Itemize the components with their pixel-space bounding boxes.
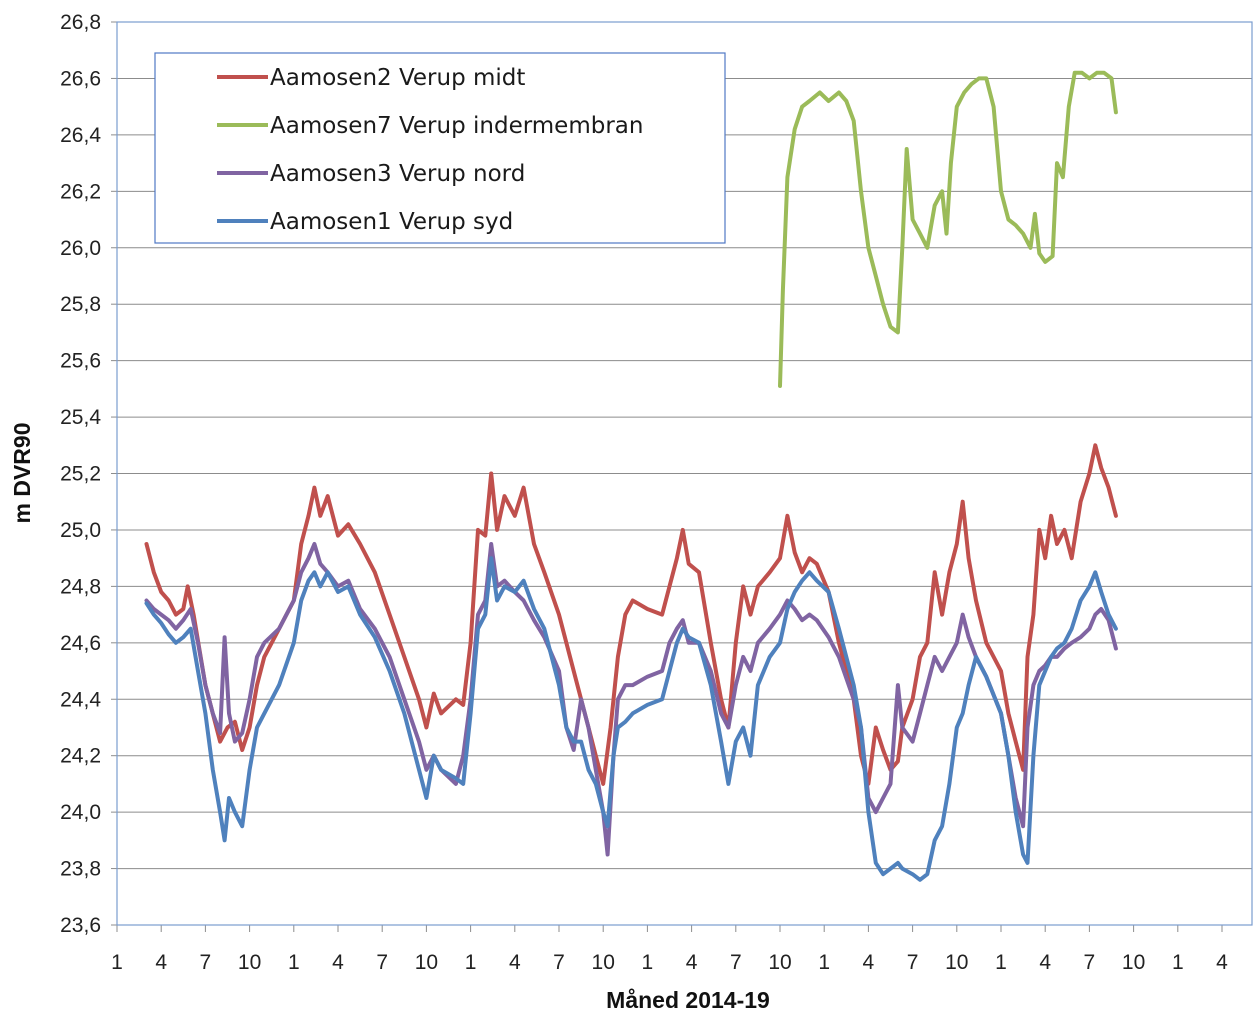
series-line-4 [144, 556, 1118, 882]
legend-box [154, 52, 726, 244]
y-tick-label: 25,2 [60, 463, 101, 486]
y-tick-label: 24,0 [60, 801, 101, 824]
y-tick-label: 25,6 [60, 350, 101, 373]
series-line-1 [144, 443, 1118, 786]
x-tick-label: 4 [1039, 951, 1051, 974]
y-tick-label: 23,6 [60, 914, 101, 937]
y-tick-label: 24,6 [60, 632, 101, 655]
x-tick-label: 1 [288, 951, 300, 974]
y-axis-title: m DVR90 [9, 423, 35, 524]
x-tick-label: 7 [730, 951, 742, 974]
y-tick-label: 26,8 [60, 11, 101, 34]
x-axis-ticks: 1 4 7 10 1 4 7 10 1 4 7 10 1 4 7 10 1 4 7 10 1 4 7 10 1 4 [111, 925, 1228, 974]
x-tick-label: 7 [1084, 951, 1096, 974]
x-tick-label: 1 [642, 951, 654, 974]
y-tick-label: 26,2 [60, 180, 101, 203]
series-line-3 [144, 542, 1118, 857]
legend-label: Aamosen1 Verup syd [270, 209, 513, 235]
x-tick-label: 4 [155, 951, 167, 974]
x-tick-label: 10 [238, 951, 261, 974]
x-tick-label: 7 [200, 951, 212, 974]
y-tick-label: 24,8 [60, 575, 101, 598]
y-tick-label: 23,8 [60, 858, 101, 881]
y-tick-label: 24,4 [60, 688, 101, 711]
x-tick-label: 1 [1172, 951, 1184, 974]
x-tick-label: 4 [1216, 951, 1228, 974]
x-tick-label: 1 [111, 951, 123, 974]
x-tick-label: 10 [1122, 951, 1145, 974]
y-tick-label: 25,0 [60, 519, 101, 542]
plot-area-border [116, 21, 1253, 926]
x-axis-title: Måned 2014-19 [606, 987, 770, 1013]
y-tick-label: 25,4 [60, 406, 101, 429]
legend-label: Aamosen2 Verup midt [270, 65, 525, 91]
y-tick-label: 26,0 [60, 237, 101, 260]
x-tick-label: 7 [376, 951, 388, 974]
series-lines [144, 70, 1118, 882]
legend-label: Aamosen3 Verup nord [270, 161, 525, 187]
x-tick-label: 7 [553, 951, 565, 974]
x-tick-label: 7 [907, 951, 919, 974]
x-tick-label: 1 [818, 951, 830, 974]
x-tick-label: 10 [592, 951, 615, 974]
y-tick-label: 26,6 [60, 67, 101, 90]
series-line-2 [778, 70, 1118, 388]
x-tick-label: 10 [768, 951, 791, 974]
x-tick-label: 10 [945, 951, 968, 974]
x-tick-label: 4 [686, 951, 698, 974]
legend-label: Aamosen7 Verup indermembran [270, 113, 643, 139]
x-tick-label: 4 [863, 951, 875, 974]
legend: Aamosen2 Verup midt Aamosen7 Verup inderm… [154, 52, 726, 244]
x-tick-label: 4 [509, 951, 521, 974]
y-tick-label: 25,8 [60, 293, 101, 316]
y-tick-label: 26,4 [60, 124, 101, 147]
x-tick-label: 1 [995, 951, 1007, 974]
x-tick-label: 1 [465, 951, 477, 974]
y-tick-label: 24,2 [60, 745, 101, 768]
y-axis-ticks: 23,6 23,8 24,0 24,2 24,4 24,6 24,8 25,0 25,2 25,4… [60, 11, 117, 937]
x-tick-label: 4 [332, 951, 344, 974]
x-tick-label: 10 [415, 951, 438, 974]
